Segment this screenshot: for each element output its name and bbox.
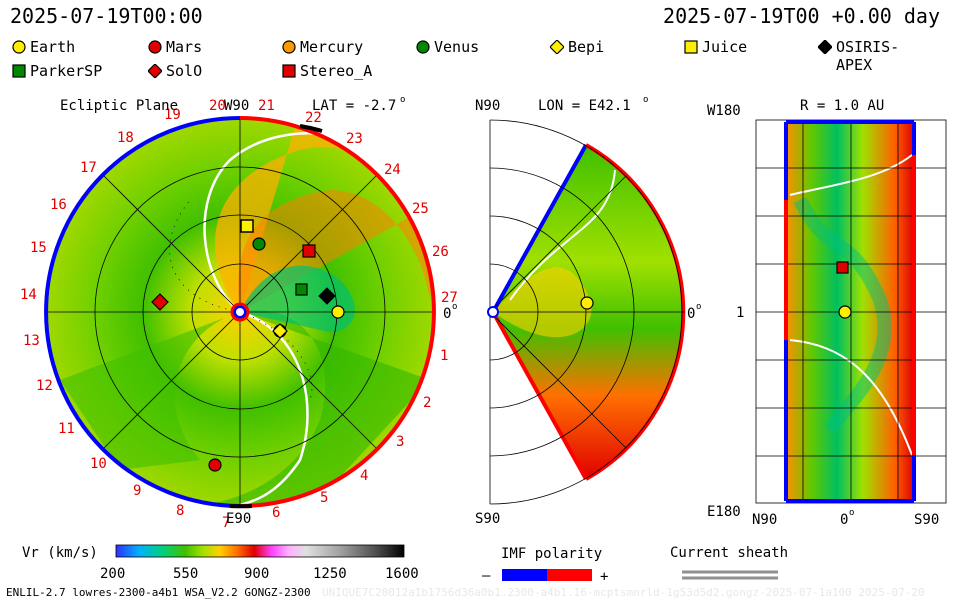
colorbar-tick: 1250 bbox=[313, 566, 347, 582]
imf-polarity-legend: IMF polarity – + bbox=[482, 546, 608, 585]
colorbar-gradient bbox=[115, 544, 405, 558]
marker-osiris-apex bbox=[318, 287, 336, 305]
legend-label: Juice bbox=[702, 38, 748, 56]
marker-stereo-a bbox=[302, 244, 316, 258]
lon-tick: 25 bbox=[412, 201, 429, 217]
legend-label: Mars bbox=[166, 38, 203, 56]
lon-tick: 24 bbox=[384, 162, 401, 178]
legend-label: Stereo_A bbox=[300, 62, 373, 80]
footer-left: ENLIL-2.7 lowres-2300-a4b1 WSA_V2.2 GONG… bbox=[6, 586, 311, 599]
current-sheath-legend: Current sheath bbox=[670, 545, 788, 580]
meridional-right-label: 0 bbox=[687, 306, 695, 322]
imf-minus: – bbox=[482, 568, 491, 584]
lon-tick: 16 bbox=[50, 197, 67, 213]
lon-tick: 4 bbox=[360, 468, 368, 484]
ecliptic-top-label: W90 bbox=[224, 98, 249, 114]
lon-tick: 1 bbox=[440, 348, 448, 364]
ecliptic-title: Ecliptic Plane bbox=[60, 98, 178, 114]
marker-earth bbox=[331, 305, 345, 319]
lon-tick: 11 bbox=[58, 421, 75, 437]
colorbar-tick: 900 bbox=[244, 566, 269, 582]
marker-venus bbox=[252, 237, 266, 251]
ecliptic-right-label: 0 bbox=[443, 306, 451, 322]
lon-tick: 8 bbox=[176, 503, 184, 519]
lon-tick: 18 bbox=[117, 130, 134, 146]
marker-earth-meridional bbox=[580, 296, 594, 310]
marker-bepi bbox=[272, 323, 288, 339]
lon-tick: 23 bbox=[346, 131, 363, 147]
lon-tick: 27 bbox=[441, 290, 458, 306]
colorbar-label: Vr (km/s) bbox=[22, 545, 98, 561]
colorbar: Vr (km/s) 200 550 900 1250 1600 bbox=[22, 544, 419, 582]
degree-mark: o bbox=[400, 95, 405, 105]
lat-label: LAT = -2.7 bbox=[312, 98, 396, 114]
legend-label: ParkerSP bbox=[30, 62, 103, 80]
marker-earth-sphere bbox=[838, 305, 852, 319]
lon-tick: 13 bbox=[23, 333, 40, 349]
footer-right: UNIQUE7C20012a1b1756d36a0b1.2300-a4b1.16… bbox=[322, 586, 925, 599]
lon-tick: 2 bbox=[423, 395, 431, 411]
lon-tick: 9 bbox=[133, 483, 141, 499]
longitude-ticks: 19 20 21 22 23 24 25 26 27 1 2 3 4 5 6 7… bbox=[20, 98, 458, 531]
lon-tick: 26 bbox=[432, 244, 449, 260]
sphere-bottom-s90: S90 bbox=[914, 512, 939, 528]
lon-tick: 5 bbox=[320, 490, 328, 506]
lon-tick: 21 bbox=[258, 98, 275, 114]
lon-tick: 20 bbox=[209, 98, 226, 114]
sphere-radius-label: R = 1.0 AU bbox=[800, 98, 884, 114]
sphere-bottom-left-label: E180 bbox=[707, 504, 741, 520]
lon-tick: 6 bbox=[272, 505, 280, 521]
marker-parkersp bbox=[295, 283, 308, 296]
marker-mars bbox=[208, 458, 222, 472]
lon-tick: 15 bbox=[30, 240, 47, 256]
degree-mark: o bbox=[452, 302, 457, 312]
marker-juice bbox=[240, 219, 254, 233]
legend-label: SolO bbox=[166, 62, 203, 80]
legend-label: OSIRIS-APEX bbox=[836, 38, 900, 74]
lon-tick: 7 bbox=[222, 515, 230, 531]
lon-tick: 14 bbox=[20, 287, 37, 303]
date-right: 2025-07-19T00 +0.00 day bbox=[663, 4, 940, 28]
meridional-top-label: N90 bbox=[475, 98, 500, 114]
colorbar-tick: 550 bbox=[173, 566, 198, 582]
colorbar-tick: 200 bbox=[100, 566, 125, 582]
sphere-panel: W180 E180 1 R = 1.0 AU N90 0 o S90 bbox=[707, 98, 947, 528]
degree-mark: o bbox=[643, 95, 648, 105]
imf-negative-swatch bbox=[502, 569, 547, 581]
imf-positive-swatch bbox=[547, 569, 592, 581]
marker-stereo-a-sphere bbox=[836, 261, 849, 274]
marker-solo bbox=[151, 293, 169, 311]
lon-tick: 19 bbox=[164, 107, 181, 123]
legend-label: Mercury bbox=[300, 38, 364, 56]
degree-mark: o bbox=[696, 302, 701, 312]
imf-label: IMF polarity bbox=[501, 546, 602, 562]
meridional-panel: N90 S90 0 o LON = E42.1 o bbox=[475, 95, 701, 527]
colorbar-tick: 1600 bbox=[385, 566, 419, 582]
lon-tick: 17 bbox=[80, 160, 97, 176]
sphere-bottom-0: 0 bbox=[840, 512, 848, 528]
ecliptic-bottom-label: E90 bbox=[226, 511, 251, 527]
lon-tick: 3 bbox=[396, 434, 404, 450]
legend-label: Venus bbox=[434, 38, 480, 56]
lon-tick: 12 bbox=[36, 378, 53, 394]
lon-tick: 10 bbox=[90, 456, 107, 472]
sphere-top-left-label: W180 bbox=[707, 103, 741, 119]
lon-label: LON = E42.1 bbox=[538, 98, 631, 114]
sphere-bottom-n90: N90 bbox=[752, 512, 777, 528]
legend-label: Earth bbox=[30, 38, 76, 56]
imf-plus: + bbox=[600, 569, 608, 585]
ecliptic-panel: 19 20 21 22 23 24 25 26 27 1 2 3 4 5 6 7… bbox=[20, 95, 458, 531]
lon-tick: 22 bbox=[305, 110, 322, 126]
legend-label: Bepi bbox=[568, 38, 605, 56]
meridional-bottom-label: S90 bbox=[475, 511, 500, 527]
date-left: 2025-07-19T00:00 bbox=[10, 4, 203, 28]
sphere-mid-label: 1 bbox=[736, 305, 744, 321]
sheath-label: Current sheath bbox=[670, 545, 788, 561]
degree-mark: o bbox=[849, 508, 854, 518]
